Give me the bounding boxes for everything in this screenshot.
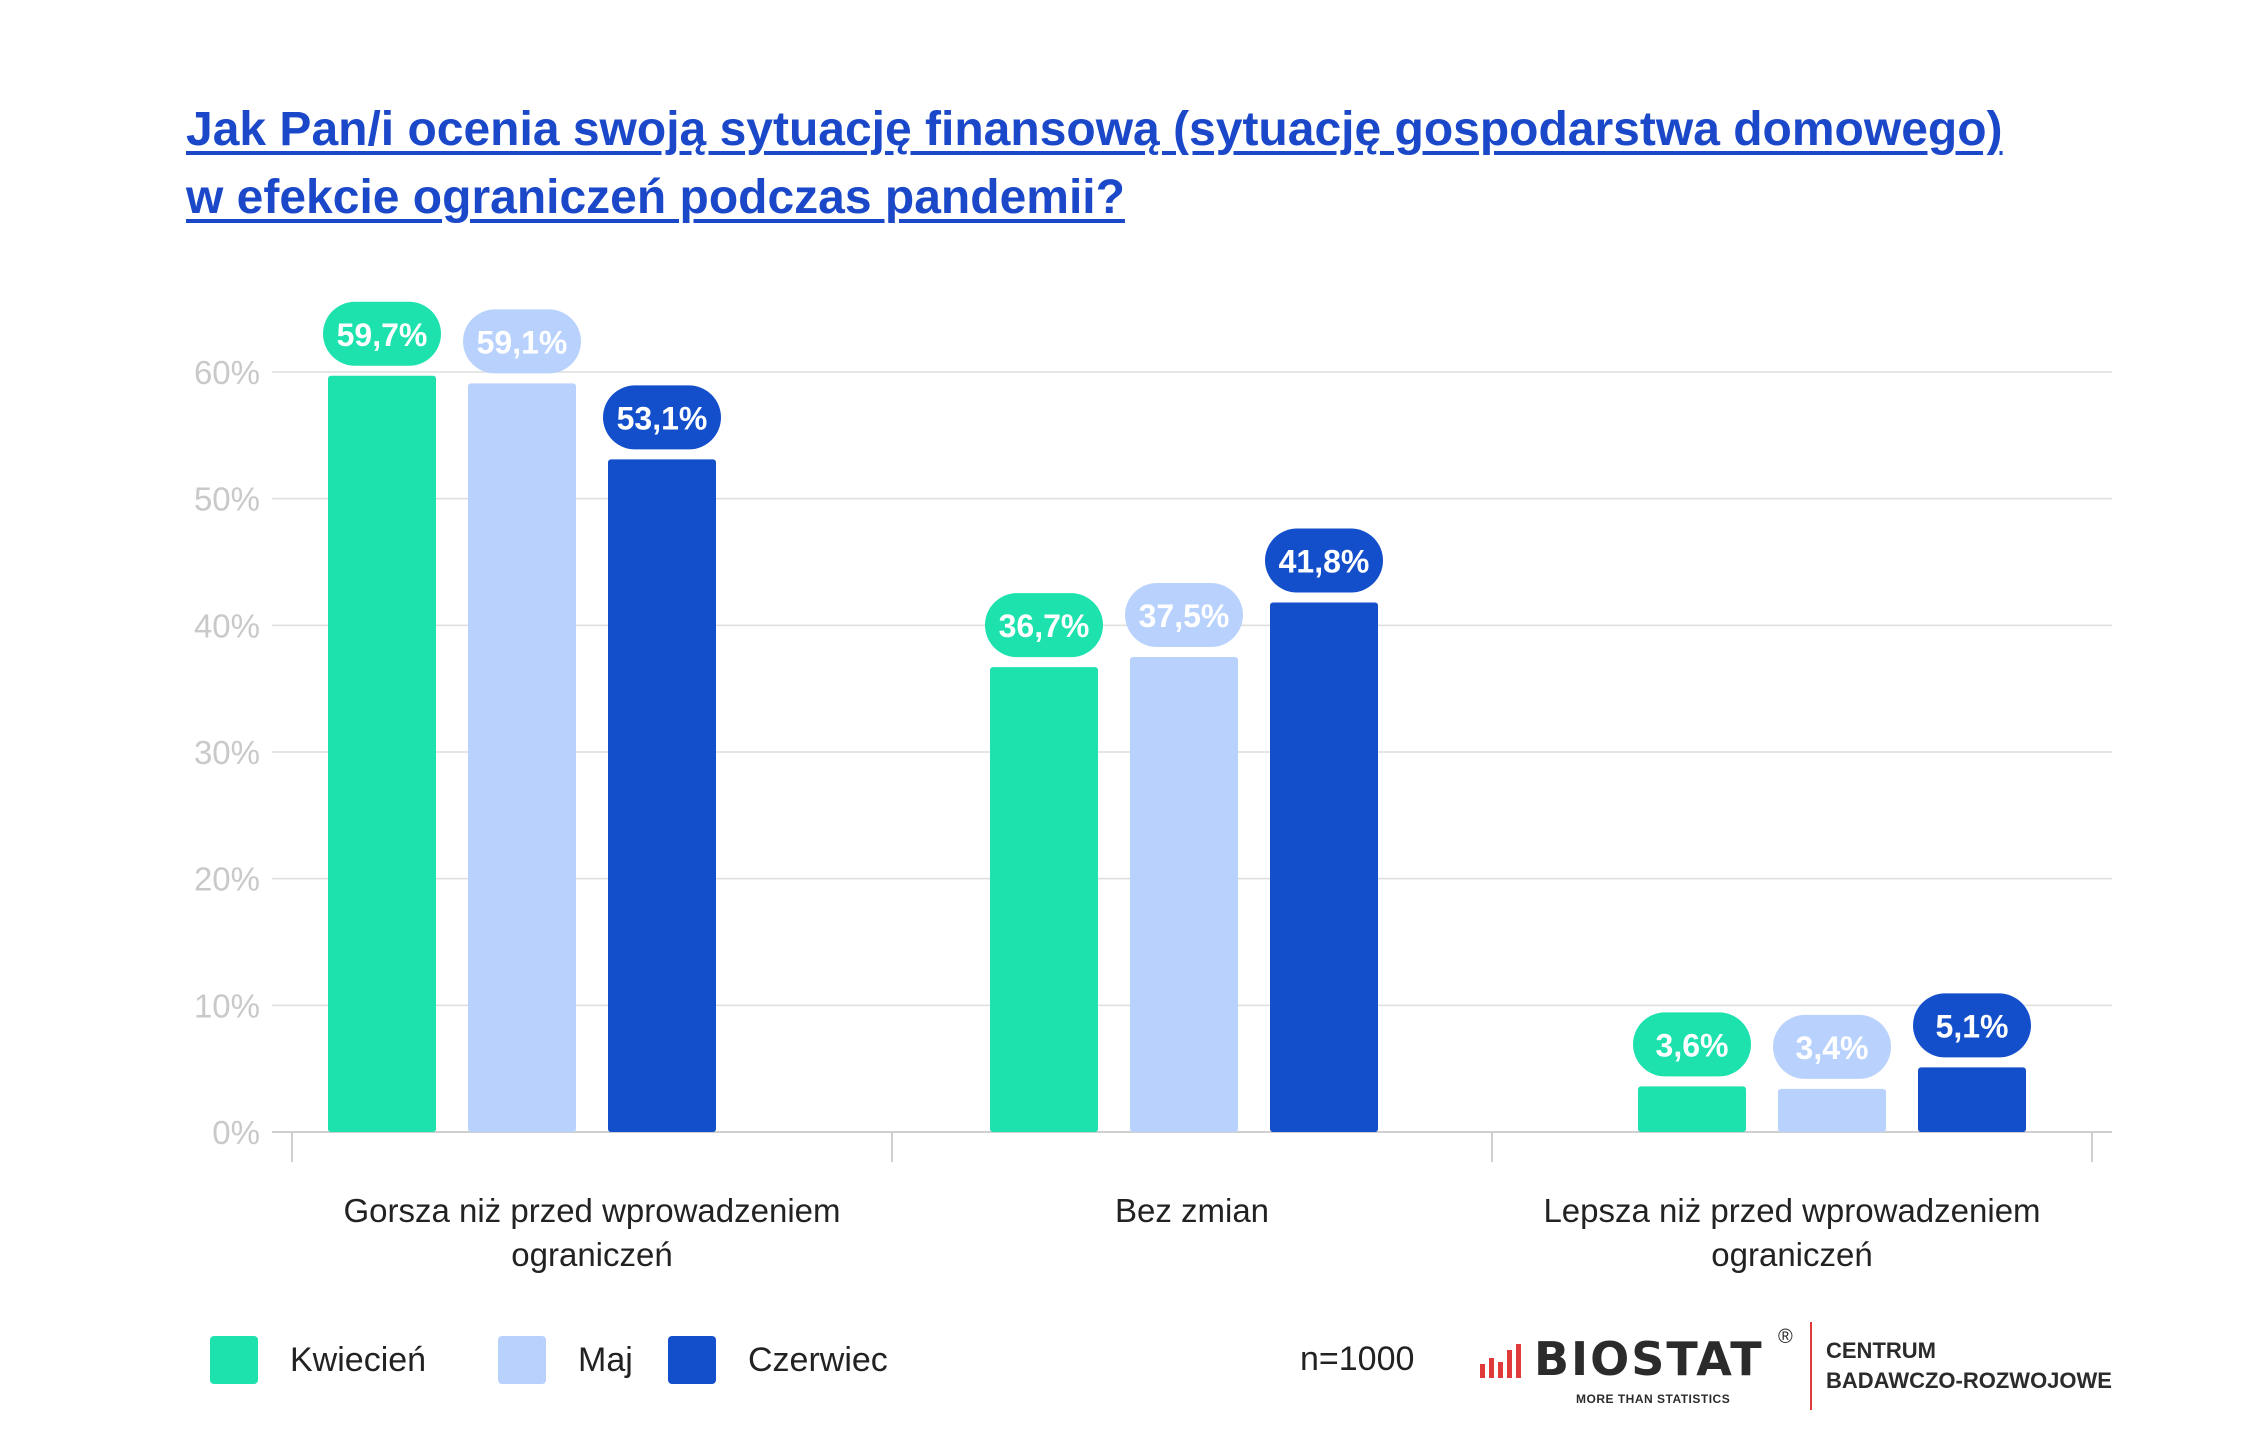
- data-label-bubble: [1633, 1012, 1751, 1077]
- logo-divider: [1810, 1322, 1812, 1410]
- bar: [468, 383, 576, 1132]
- data-label: 59,7%: [337, 317, 428, 353]
- x-category-label: Gorsza niż przed wprowadzeniem: [343, 1192, 840, 1229]
- legend-swatch-maj: [498, 1336, 546, 1384]
- data-label-bubble: [1913, 993, 2031, 1058]
- bar: [1918, 1067, 2026, 1132]
- data-label: 53,1%: [617, 400, 708, 436]
- x-category-label: Bez zmian: [1115, 1192, 1269, 1229]
- legend-swatch-czerwiec: [668, 1336, 716, 1384]
- logo-tagline: MORE THAN STATISTICS: [1576, 1392, 1731, 1406]
- legend-item-kwiecien: Kwiecień: [210, 1335, 426, 1385]
- data-label-bubble: [463, 309, 581, 374]
- logo-center-line-2: BADAWCZO-ROZWOJOWE: [1826, 1368, 2112, 1393]
- data-label: 59,1%: [477, 324, 568, 360]
- chart-title-line-1: Jak Pan/i ocenia swoją sytuację finansow…: [186, 103, 2003, 156]
- logo-center-line-1: CENTRUM: [1826, 1338, 1936, 1363]
- y-tick-label: 30%: [194, 734, 260, 771]
- data-label-bubble: [1773, 1014, 1891, 1079]
- data-label-bubble: [323, 301, 441, 366]
- chart-title: Jak Pan/i ocenia swoją sytuację finansow…: [186, 96, 2086, 232]
- bar: [1270, 602, 1378, 1132]
- y-tick-label: 0%: [212, 1114, 260, 1151]
- data-label: 3,4%: [1796, 1030, 1869, 1066]
- bar: [328, 375, 436, 1132]
- logo-registered-mark: ®: [1778, 1326, 1793, 1348]
- bar: [1778, 1088, 1886, 1132]
- x-category-label: ograniczeń: [1711, 1236, 1872, 1273]
- y-tick-label: 60%: [194, 354, 260, 391]
- legend-label-maj: Maj: [578, 1340, 633, 1379]
- data-label-bubble: [985, 593, 1103, 658]
- data-label: 5,1%: [1936, 1008, 2009, 1044]
- bar: [1130, 657, 1238, 1132]
- data-label: 36,7%: [999, 608, 1090, 644]
- legend-label-czerwiec: Czerwiec: [748, 1340, 888, 1379]
- data-label: 41,8%: [1279, 544, 1370, 580]
- legend-label-kwiecien: Kwiecień: [290, 1340, 427, 1379]
- legend-item-czerwiec: Czerwiec: [668, 1335, 888, 1385]
- bar-chart-logo-icon: [1480, 1344, 1521, 1378]
- chart-title-line-2: w efekcie ograniczeń podczas pandemii?: [186, 171, 1125, 224]
- logo-center-text: CENTRUM BADAWCZO-ROZWOJOWE: [1826, 1336, 2112, 1396]
- x-category-label: ograniczeń: [511, 1236, 672, 1273]
- legend-item-maj: Maj: [498, 1335, 633, 1385]
- sample-size: n=1000: [1300, 1340, 1415, 1378]
- logo-wordmark: BIOSTAT: [1534, 1332, 1764, 1386]
- data-label: 37,5%: [1139, 598, 1230, 634]
- legend-swatch-kwiecien: [210, 1336, 258, 1384]
- y-tick-label: 40%: [194, 607, 260, 644]
- y-tick-label: 20%: [194, 861, 260, 898]
- bar: [990, 667, 1098, 1132]
- bar: [608, 459, 716, 1132]
- data-label-bubble: [1265, 528, 1383, 593]
- data-label-bubble: [603, 385, 721, 450]
- y-tick-label: 50%: [194, 481, 260, 518]
- y-tick-label: 10%: [194, 987, 260, 1024]
- biostat-logo: BIOSTAT ® MORE THAN STATISTICS CENTRUM B…: [1480, 1318, 2120, 1418]
- x-category-label: Lepsza niż przed wprowadzeniem: [1543, 1192, 2040, 1229]
- data-label-bubble: [1125, 583, 1243, 647]
- bar: [1638, 1086, 1746, 1132]
- data-label: 3,6%: [1656, 1027, 1729, 1063]
